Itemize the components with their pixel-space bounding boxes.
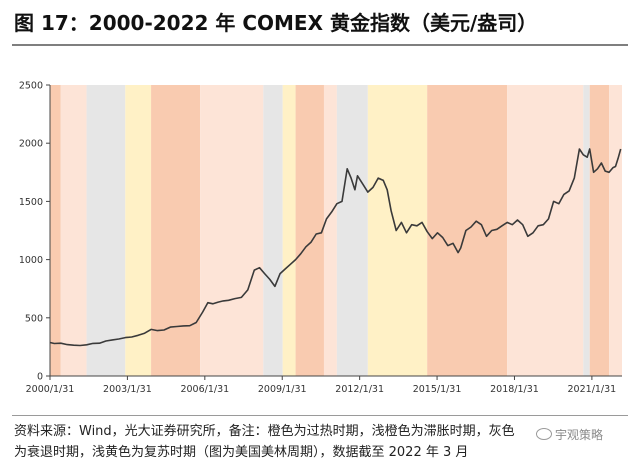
source-note-line-2: 为衰退时期，浅黄色为复苏时期（图为美国美林周期），数据截至 2022 年 3 月 bbox=[14, 445, 469, 460]
regime-band-stagflation-5 bbox=[200, 85, 264, 376]
source-note-line-1: 资料来源：Wind，光大证券研究所，备注：橙色为过热时期，浅橙色为滞胀时期，灰色 bbox=[14, 424, 515, 439]
regime-band-recovery-3 bbox=[125, 85, 152, 376]
regime-band-recovery-11 bbox=[367, 85, 428, 376]
regime-band-overheat-0 bbox=[50, 85, 61, 376]
x-tick-label-6: 2018/1/31 bbox=[490, 384, 539, 395]
regime-band-stagflation-9 bbox=[323, 85, 337, 376]
wechat-icon bbox=[536, 428, 552, 440]
series-line-0 bbox=[49, 148, 622, 347]
regime-band-recession-2 bbox=[86, 85, 126, 376]
y-tick-label-500: 500 bbox=[25, 313, 43, 324]
regime-band-recession-10 bbox=[336, 85, 368, 376]
y-tick-label-1500: 1500 bbox=[19, 197, 43, 208]
regime-band-recovery-7 bbox=[282, 85, 296, 376]
x-tick-label-3: 2009/1/31 bbox=[258, 384, 307, 395]
title-divider bbox=[12, 44, 628, 46]
regime-band-stagflation-1 bbox=[60, 85, 87, 376]
y-tick-label-1000: 1000 bbox=[19, 255, 43, 266]
y-tick-label-2500: 2500 bbox=[19, 81, 43, 92]
source-note: 资料来源：Wind，光大证券研究所，备注：橙色为过热时期，浅橙色为滞胀时期，灰色… bbox=[14, 421, 626, 463]
regime-band-stagflation-13 bbox=[507, 85, 584, 376]
regime-band-recession-6 bbox=[263, 85, 283, 376]
regime-band-overheat-4 bbox=[151, 85, 201, 376]
x-tick-label-4: 2012/1/31 bbox=[335, 384, 384, 395]
gold-price-chart: 0 500 1000 1500 2000 2500 2000/1/31 2003/1/31 20… bbox=[19, 81, 622, 395]
y-tick-label-2000: 2000 bbox=[19, 139, 43, 150]
chart-title: 图 17：2000-2022 年 COMEX 黄金指数（美元/盎司） bbox=[14, 11, 538, 35]
regime-band-overheat-15 bbox=[589, 85, 610, 376]
x-tick-label-5: 2015/1/31 bbox=[413, 384, 462, 395]
regime-band-stagflation-16 bbox=[609, 85, 622, 376]
x-tick-label-1: 2003/1/31 bbox=[103, 384, 152, 395]
watermark: 宇观策略 bbox=[536, 426, 603, 443]
watermark-text: 宇观策略 bbox=[555, 428, 604, 442]
y-tick-label-0: 0 bbox=[37, 372, 43, 383]
x-tick-label-0: 2000/1/31 bbox=[26, 384, 75, 395]
x-tick-label-7: 2021/1/31 bbox=[568, 384, 617, 395]
x-tick-label-2: 2006/1/31 bbox=[180, 384, 229, 395]
regime-band-overheat-8 bbox=[295, 85, 324, 376]
note-divider bbox=[12, 415, 628, 416]
regime-band-recession-14 bbox=[583, 85, 590, 376]
